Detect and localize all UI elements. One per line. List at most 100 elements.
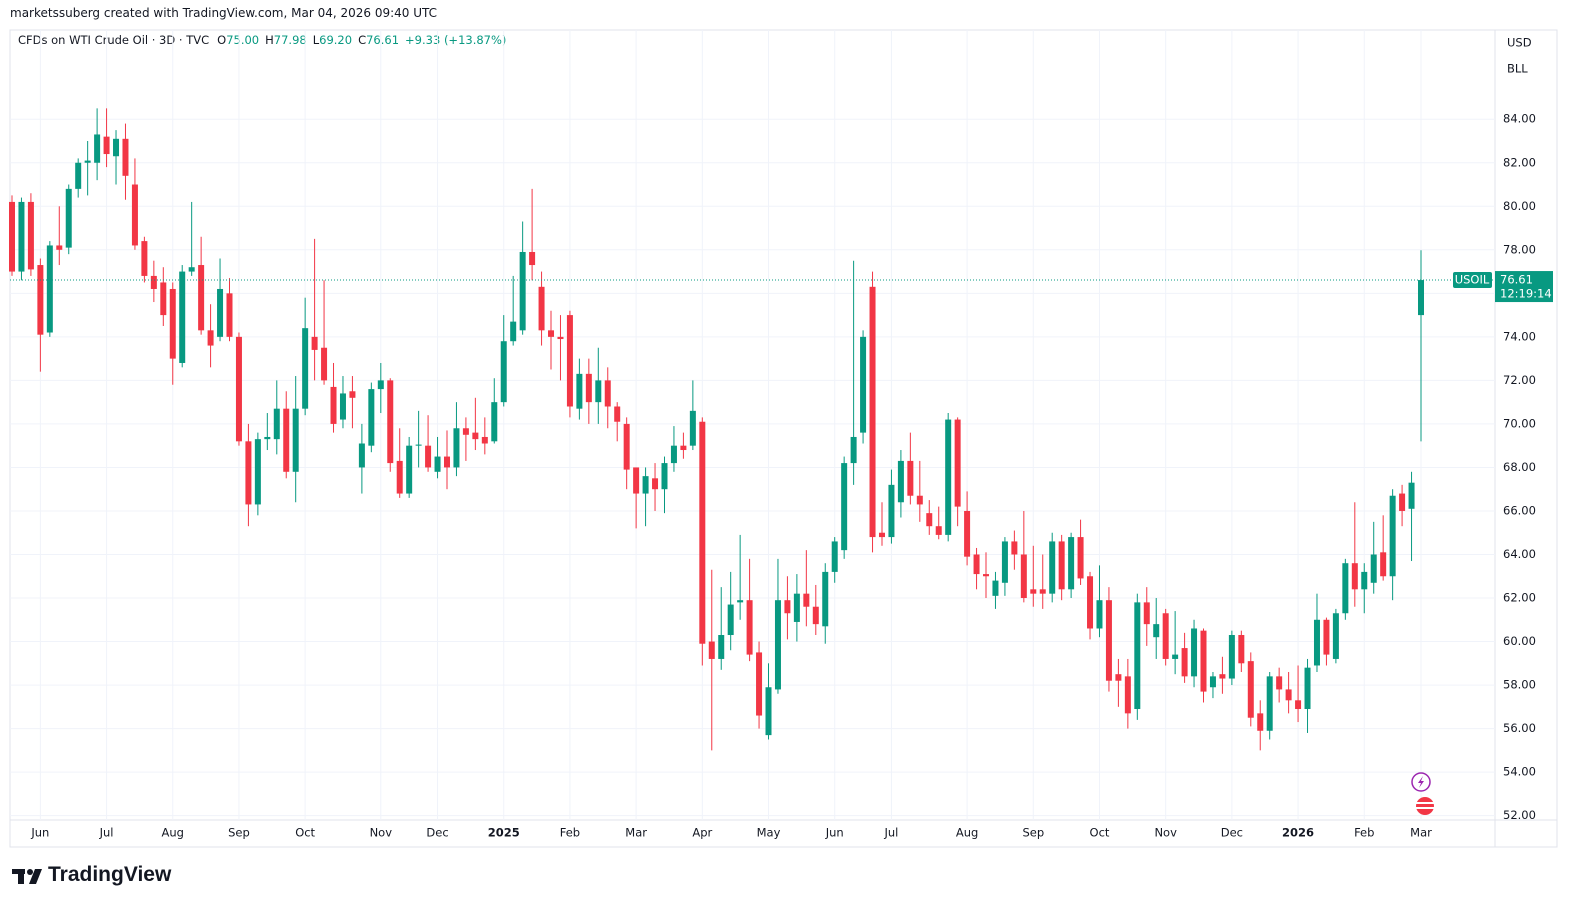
candle-body (1228, 635, 1235, 679)
candle-body (131, 184, 138, 246)
candle-body (860, 336, 867, 433)
candle-body (443, 456, 450, 468)
legend-key: C (358, 33, 367, 47)
symbol-legend: CFDs on WTI Crude Oil · 3D · TVC O75.00 H7… (18, 33, 506, 47)
candle-body (264, 436, 271, 440)
logo-part (18, 869, 24, 884)
candle-body (150, 275, 157, 289)
candle-body (1153, 624, 1160, 638)
candle-body (850, 436, 857, 464)
currency: USD (1507, 36, 1532, 50)
candle-body (1332, 613, 1339, 659)
candle-body (964, 510, 971, 557)
logo-part (29, 869, 42, 884)
candle-body (1313, 619, 1320, 666)
candle-body (945, 419, 952, 535)
candle-body (1304, 667, 1311, 710)
candle-body (113, 138, 120, 157)
candle-body (1068, 537, 1075, 590)
candle-body (907, 460, 914, 496)
y-tick-label: 66.00 (1503, 503, 1536, 517)
candle-body (377, 380, 384, 390)
candle-body (1039, 589, 1046, 594)
candle-body (897, 460, 904, 503)
last-price-badge (1495, 271, 1553, 303)
candle-body (1001, 541, 1008, 583)
candle-body (1049, 541, 1056, 594)
candle-body (9, 201, 15, 272)
candle-body (330, 386, 337, 424)
x-tick-label: Mar (1410, 826, 1432, 840)
candle-body (339, 393, 346, 420)
x-tick-label: Jul (99, 826, 114, 840)
candle-body (803, 593, 810, 607)
candle-body (557, 336, 564, 340)
candle-body (1030, 589, 1037, 594)
candle-body (793, 593, 800, 622)
candle-body (406, 445, 413, 494)
candle-body (188, 267, 195, 272)
candle-body (1370, 554, 1377, 583)
candle-body (1011, 541, 1018, 555)
candle-body (1105, 600, 1112, 681)
legend-value: 76.61 (366, 33, 400, 47)
candle-body (1134, 602, 1141, 710)
candle-body (1285, 689, 1292, 701)
candle-body (37, 265, 44, 335)
legend-value: 75.00 (226, 33, 260, 47)
legend-key: L (312, 33, 320, 47)
logo-icon (12, 869, 42, 884)
candle-body (1351, 563, 1358, 590)
candle-body (765, 687, 772, 736)
candle-body (670, 445, 677, 464)
x-tick-label: Feb (1354, 826, 1374, 840)
y-tick-label: 78.00 (1503, 242, 1536, 256)
candle-body (642, 476, 649, 494)
y-tick-label: 70.00 (1503, 416, 1536, 430)
candle-body (1058, 541, 1065, 590)
candle-body (1181, 648, 1188, 677)
candle-body (661, 463, 668, 490)
candle-body (56, 245, 63, 250)
candle-body (566, 315, 573, 407)
candle-body (983, 574, 990, 577)
x-tick-label: Sep (1022, 826, 1044, 840)
x-tick-label: Feb (560, 826, 580, 840)
candle-body (1209, 676, 1216, 688)
y-tick-label: 54.00 (1503, 765, 1536, 779)
candle-body (576, 373, 583, 409)
x-tick-label: Nov (1154, 826, 1177, 840)
candle-body (283, 408, 290, 472)
candle-body (103, 136, 110, 155)
candle-body (784, 600, 791, 614)
candle-body (727, 604, 734, 636)
candle-body (302, 328, 309, 409)
candle-body (462, 428, 469, 435)
candle-body (434, 456, 441, 472)
flag-icon[interactable] (1416, 797, 1434, 815)
candle-body (1077, 537, 1084, 579)
candle-body (1266, 676, 1273, 731)
x-tick-label: Oct (1090, 826, 1110, 840)
candle-body (415, 444, 422, 446)
candle-body (1219, 674, 1226, 679)
candle-body (822, 571, 829, 627)
candle-body (585, 373, 592, 403)
x-tick-label: Jul (883, 826, 898, 840)
candle-body (756, 652, 763, 716)
candle-body (1115, 674, 1122, 681)
candle-body (689, 410, 696, 446)
y-tick-label: 60.00 (1503, 634, 1536, 648)
candle-body (500, 341, 507, 403)
x-tick-label: Aug (956, 826, 978, 840)
y-tick-label: 56.00 (1503, 721, 1536, 735)
candle-body (1257, 713, 1264, 731)
candle-body (954, 419, 961, 507)
legend-key: O (217, 33, 227, 47)
candle-body (491, 402, 498, 442)
candle-body (926, 513, 933, 527)
candle-body (207, 330, 214, 346)
x-tick-label: May (757, 826, 781, 840)
candle-body (75, 162, 82, 189)
